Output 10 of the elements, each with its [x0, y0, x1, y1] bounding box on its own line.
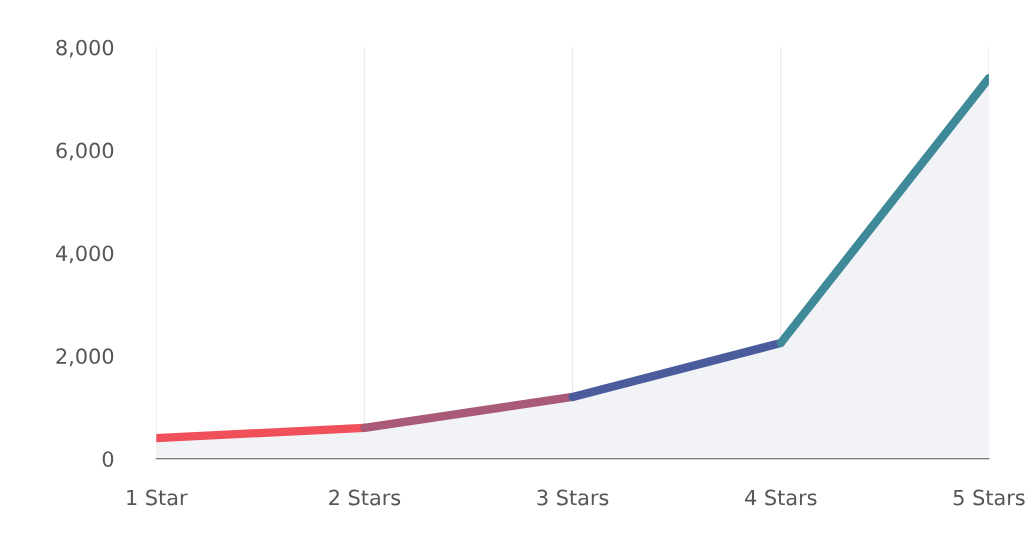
y-tick-label: 0: [102, 451, 114, 467]
x-tick-label: 2 Stars: [329, 489, 401, 506]
y-tick-label: 6,000: [56, 142, 114, 161]
x-tick-label: 4 Stars: [745, 489, 817, 506]
x-tick-label: 5 Stars: [953, 489, 1025, 506]
y-tick-label: 2,000: [56, 348, 114, 367]
x-tick-label: 3 Stars: [537, 489, 609, 506]
y-tick-label: 4,000: [55, 245, 114, 264]
x-tick-label: 1 Star: [127, 489, 188, 506]
y-tick-label: 8,000: [56, 39, 114, 58]
